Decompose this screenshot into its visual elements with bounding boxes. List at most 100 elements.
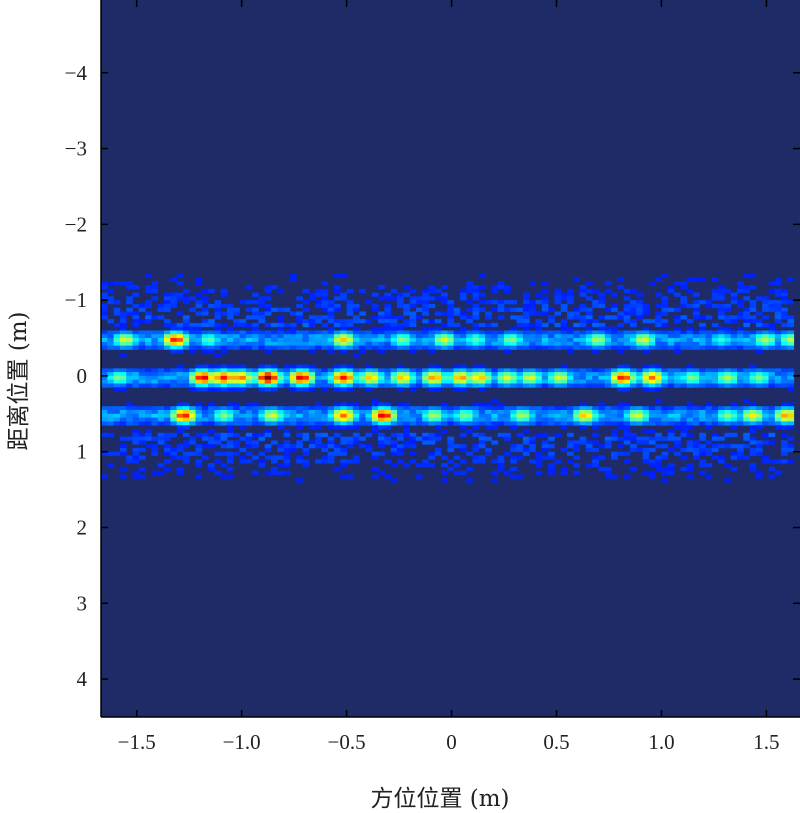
heatmap-cell — [718, 417, 725, 422]
heatmap-cell — [170, 413, 177, 418]
heatmap-cell — [743, 379, 750, 384]
heatmap-cell — [749, 364, 757, 369]
heatmap-cell — [718, 285, 725, 290]
heatmap-cell — [101, 406, 108, 411]
heatmap-cell — [441, 338, 448, 343]
heatmap-cell — [384, 368, 392, 373]
heatmap-cell — [447, 368, 455, 373]
heatmap-cell — [718, 296, 725, 301]
heatmap-cell — [762, 383, 769, 388]
heatmap-cell — [422, 375, 429, 381]
heatmap-cell — [315, 436, 322, 441]
heatmap-cell — [516, 417, 524, 422]
heatmap-cell — [422, 300, 429, 305]
heatmap-cell — [371, 410, 379, 415]
heatmap-cell — [510, 474, 517, 479]
heatmap-cell — [371, 315, 379, 320]
heatmap-cell — [327, 311, 335, 316]
heatmap-cell — [308, 417, 316, 422]
heatmap-cell — [441, 292, 448, 297]
heatmap-cell — [371, 375, 379, 381]
heatmap-cell — [321, 338, 329, 343]
heatmap-cell — [409, 436, 417, 441]
heatmap-cell — [245, 345, 253, 350]
heatmap-cell — [182, 345, 190, 350]
heatmap-cell — [195, 364, 203, 369]
heatmap-cell — [422, 459, 429, 464]
heatmap-cell — [397, 444, 404, 449]
heatmap-cell — [151, 470, 159, 475]
heatmap-cell — [346, 417, 354, 422]
heatmap-cell — [743, 383, 750, 388]
heatmap-cell — [485, 410, 492, 415]
heatmap-cell — [365, 379, 373, 384]
heatmap-cell — [390, 410, 398, 415]
heatmap-cell — [699, 372, 706, 377]
heatmap-cell — [296, 345, 303, 350]
heatmap-cell — [233, 311, 240, 316]
heatmap-cell — [195, 311, 203, 316]
heatmap-cell — [611, 338, 618, 343]
heatmap-cell — [737, 406, 744, 411]
heatmap-cell — [403, 285, 410, 290]
heatmap-cell — [560, 326, 568, 331]
heatmap-cell — [522, 319, 530, 324]
heatmap-cell — [548, 341, 555, 346]
heatmap-cell — [674, 341, 681, 346]
heatmap-cell — [485, 417, 492, 422]
heatmap-cell — [730, 410, 738, 415]
heatmap-cell — [617, 345, 625, 350]
heatmap-cell — [560, 364, 568, 369]
heatmap-cell — [743, 307, 750, 312]
heatmap-cell — [636, 447, 643, 453]
heatmap-cell — [718, 288, 725, 293]
heatmap-cell — [567, 338, 574, 343]
x-tick-label: 0.5 — [543, 730, 569, 754]
heatmap-cell — [497, 406, 505, 411]
heatmap-cell — [447, 406, 455, 411]
heatmap-cell — [749, 300, 757, 305]
heatmap-cell — [201, 372, 209, 377]
heatmap-cell — [132, 292, 140, 297]
heatmap-cell — [680, 334, 688, 339]
heatmap-cell — [258, 372, 266, 377]
heatmap-cell — [415, 375, 423, 381]
heatmap-cell — [176, 429, 184, 434]
heatmap-cell — [138, 368, 146, 373]
heatmap-cell — [321, 406, 329, 411]
heatmap-cell — [289, 330, 297, 335]
heatmap-cell — [535, 372, 543, 377]
heatmap-cell — [730, 425, 738, 430]
heatmap-cell — [466, 417, 473, 422]
heatmap-cell — [466, 466, 473, 472]
heatmap-cell — [170, 349, 177, 354]
heatmap-cell — [749, 410, 757, 415]
y-axis-label: 距离位置 (m) — [6, 311, 32, 450]
heatmap-cell — [755, 425, 763, 430]
heatmap-cell — [648, 368, 656, 373]
heatmap-cell — [113, 421, 121, 426]
heatmap-cell — [674, 444, 681, 449]
heatmap-cell — [170, 322, 177, 328]
heatmap-cell — [459, 379, 467, 384]
heatmap-cell — [264, 307, 272, 312]
heatmap-cell — [648, 463, 656, 468]
heatmap-cell — [510, 334, 517, 339]
heatmap-cell — [781, 288, 788, 293]
heatmap-cell — [101, 451, 108, 456]
heatmap-cell — [743, 338, 750, 343]
heatmap-cell — [636, 341, 643, 346]
heatmap-cell — [459, 421, 467, 426]
heatmap-cell — [176, 364, 184, 369]
heatmap-cell — [132, 451, 140, 456]
heatmap-cell — [579, 330, 587, 335]
heatmap-cell — [264, 338, 272, 343]
heatmap-cell — [378, 334, 385, 339]
heatmap-cell — [674, 319, 681, 324]
heatmap-cell — [340, 379, 347, 384]
heatmap-cell — [164, 296, 171, 301]
heatmap-cell — [730, 345, 738, 350]
heatmap-cell — [522, 341, 530, 346]
heatmap-cell — [315, 410, 322, 415]
